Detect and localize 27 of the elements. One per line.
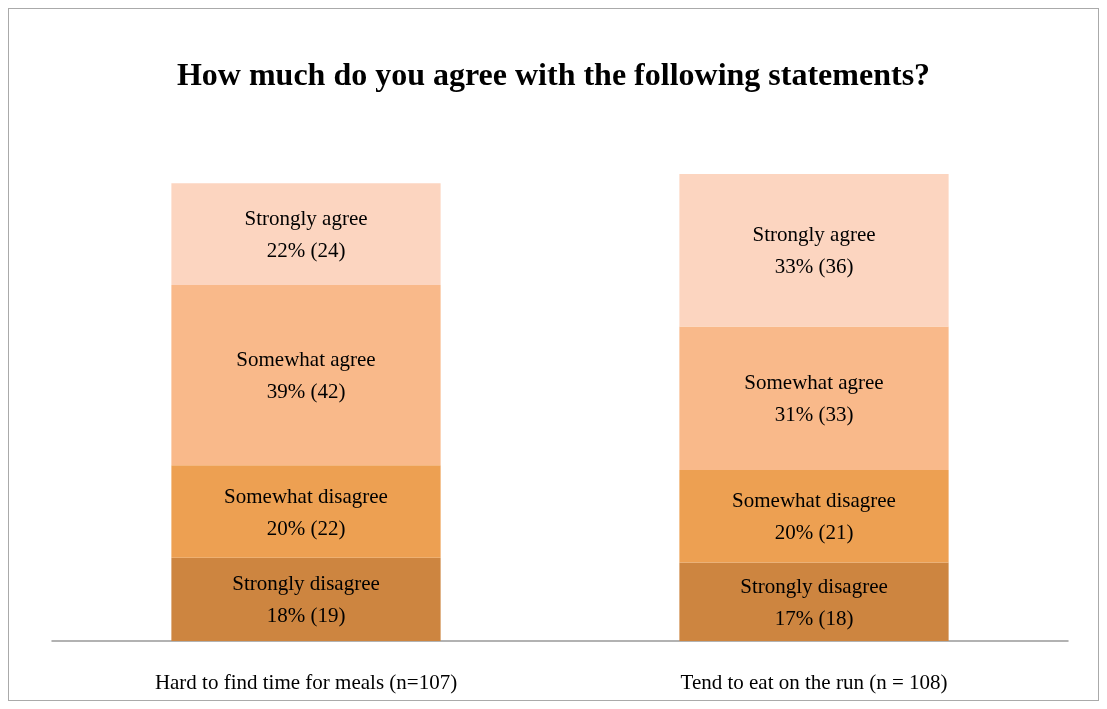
- data-label: 33% (36): [774, 254, 854, 279]
- text: Somewhat agree: [236, 347, 376, 372]
- bar: [679, 326, 949, 470]
- series-label: Somewhat disagree: [224, 483, 388, 508]
- bar: [171, 183, 441, 285]
- series-label: Strongly disagree: [740, 573, 888, 598]
- data-label: 17% (18): [774, 605, 854, 630]
- data-label: 39% (42): [266, 379, 346, 404]
- bar: [171, 557, 441, 641]
- text: Strongly agree: [752, 222, 876, 247]
- data-label: 20% (21): [774, 520, 854, 545]
- data-label: 31% (33): [774, 402, 854, 427]
- bar: [171, 465, 441, 558]
- bar: [171, 284, 441, 466]
- text: Somewhat disagree: [732, 488, 896, 513]
- bar: [679, 174, 949, 327]
- series-label: Strongly agree: [244, 206, 368, 231]
- bar: [679, 562, 949, 641]
- data-label: 22% (24): [266, 238, 346, 263]
- bar: [679, 469, 949, 563]
- x-tick-label: Hard to find time for meals (n=107): [154, 669, 458, 694]
- chart-title: How much do you agree with the following statements?: [176, 56, 931, 92]
- series-label: Somewhat agree: [744, 370, 884, 395]
- text: Strongly disagree: [232, 571, 380, 596]
- x-tick-label: Tend to eat on the run (n = 108): [680, 669, 948, 694]
- data-label: 18% (19): [266, 603, 346, 628]
- data-label: 20% (22): [266, 515, 346, 540]
